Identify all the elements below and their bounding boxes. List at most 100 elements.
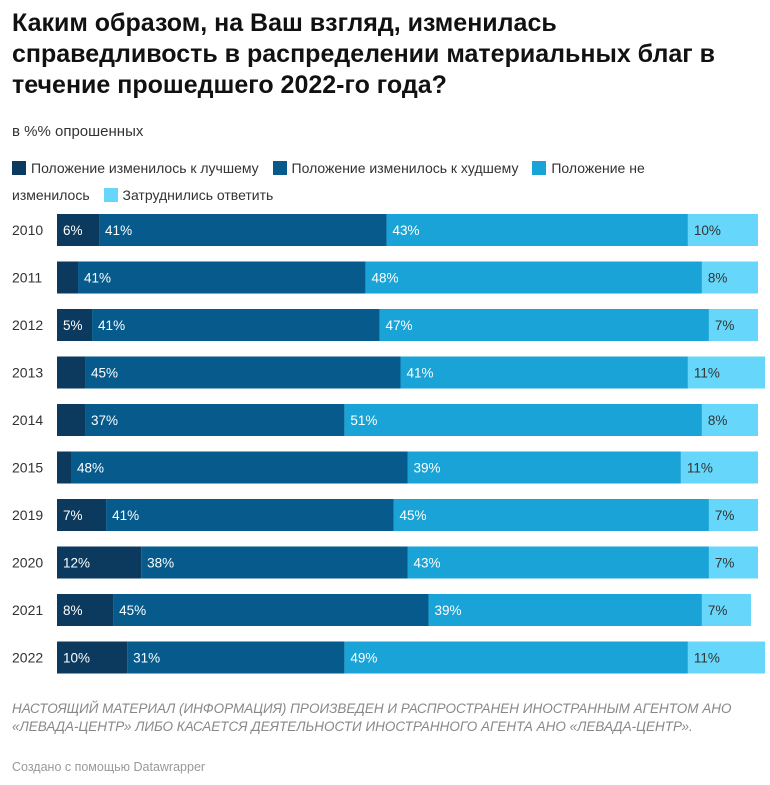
bar-segment [386, 214, 688, 246]
legend-label: Положение не изменилось [12, 160, 645, 203]
data-label: 37% [91, 413, 118, 428]
legend-swatch [532, 161, 547, 175]
data-label: 6% [63, 223, 83, 238]
data-label: 39% [435, 603, 462, 618]
bar-segment [113, 594, 429, 626]
bar-segment [379, 309, 709, 341]
data-label: 48% [371, 271, 398, 286]
y-tick-label: 2011 [12, 270, 42, 286]
bar-segment [57, 356, 86, 389]
data-label: 5% [63, 318, 83, 333]
y-tick-label: 2012 [12, 317, 43, 333]
chart-subtitle: в %% опрошенных [12, 123, 144, 140]
data-label: 31% [133, 651, 160, 666]
bar-segment [393, 499, 709, 531]
bar-segment [71, 451, 408, 484]
data-label: 11% [694, 366, 720, 381]
data-label: 39% [414, 461, 441, 476]
y-tick-label: 2020 [12, 555, 43, 571]
bar-segment [127, 641, 345, 674]
data-label: 51% [350, 413, 377, 428]
data-label: 7% [715, 508, 735, 523]
legend-swatch [12, 161, 26, 175]
bar-segment [344, 404, 702, 436]
y-tick-label: 2013 [12, 365, 43, 381]
y-tick-label: 2014 [12, 412, 43, 428]
legend-label: Положение изменилось к лучшему [31, 160, 259, 176]
data-label: 10% [694, 223, 721, 238]
data-label: 43% [392, 223, 419, 238]
bar-segment [57, 404, 86, 436]
bar-segment [57, 499, 107, 531]
chart-title: Каким образом, на Ваш взгляд, изменилась… [12, 9, 716, 99]
bar-segment [57, 261, 79, 294]
bar-segment [344, 641, 688, 674]
y-tick-label: 2019 [12, 507, 43, 523]
data-label: 12% [63, 556, 90, 571]
data-label: 8% [708, 413, 728, 428]
bar-segment [57, 214, 100, 246]
bar-segment [687, 641, 766, 674]
legend-label: Положение изменилось к худшему [291, 160, 519, 176]
data-label: 48% [77, 461, 104, 476]
bar-segment [99, 214, 387, 246]
bar-segment [365, 261, 702, 294]
data-label: 7% [715, 318, 735, 333]
legend-item-1: Положение изменилось к лучшему [12, 160, 259, 176]
data-label: 45% [91, 366, 118, 381]
bar-segment [687, 214, 758, 246]
bar-segment [85, 356, 401, 389]
y-tick-label: 2022 [12, 650, 43, 666]
bar-segment [106, 499, 394, 531]
foreign-agent-notice: НАСТОЯЩИЙ МАТЕРИАЛ (ИНФОРМАЦИЯ) ПРОИЗВЕД… [12, 701, 732, 734]
legend-item-2: Положение изменилось к худшему [272, 160, 519, 176]
legend-label: Затруднились ответить [122, 187, 274, 203]
bar-segment [141, 546, 408, 579]
stacked-bar-chart: 2010 6% 41% 43% 10% 2011 41% 48% 8% 2012 5% 41% 47% 7… [12, 214, 766, 674]
data-label: 41% [84, 271, 111, 286]
data-label: 10% [63, 651, 90, 666]
data-label: 45% [119, 603, 146, 618]
bar-segment [680, 451, 758, 484]
legend-swatch [103, 188, 118, 202]
bar-segment [687, 356, 766, 389]
data-label: 49% [350, 651, 377, 666]
bar-segment [407, 546, 709, 579]
bar-segment [428, 594, 702, 626]
bar-segment [57, 451, 72, 484]
bar-segment [92, 309, 380, 341]
data-label: 41% [112, 508, 139, 523]
bar-segment [78, 261, 366, 294]
y-tick-label: 2015 [12, 460, 43, 476]
legend-item-3: Положение не изменилось [12, 160, 645, 203]
data-label: 45% [399, 508, 426, 523]
data-label: 43% [414, 556, 441, 571]
datawrapper-credit: Создано с помощью Datawrapper [12, 760, 206, 774]
bar-segment [701, 594, 751, 626]
data-label: 7% [63, 508, 83, 523]
bar-segment [57, 594, 114, 626]
data-label: 41% [105, 223, 132, 238]
data-label: 41% [406, 366, 433, 381]
legend-item-4: Затруднились ответить [103, 187, 274, 203]
data-label: 8% [708, 271, 728, 286]
data-label: 41% [98, 318, 125, 333]
bar-segment [57, 309, 93, 341]
bar-segment [708, 546, 758, 579]
data-label: 11% [687, 461, 713, 476]
data-label: 8% [63, 603, 83, 618]
bar-segment [708, 309, 758, 341]
y-tick-label: 2010 [12, 222, 43, 238]
bar-segment [407, 451, 681, 484]
data-label: 11% [694, 651, 720, 666]
bar-segment [701, 261, 758, 294]
bar-segment [57, 641, 128, 674]
data-label: 7% [715, 556, 735, 571]
data-label: 7% [708, 603, 728, 618]
y-tick-label: 2021 [12, 602, 43, 618]
bar-segment [85, 404, 345, 436]
chart-legend: Положение изменилось к лучшему Положение… [12, 155, 732, 209]
bar-segment [708, 499, 758, 531]
bar-segment [400, 356, 688, 389]
legend-swatch [272, 161, 287, 175]
